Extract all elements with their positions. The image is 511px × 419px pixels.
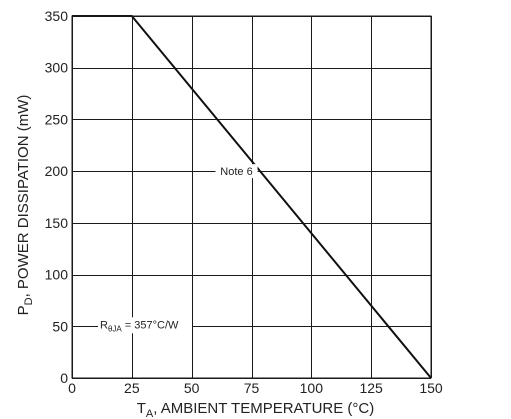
- annotation-note-6: Note 6: [131, 164, 258, 179]
- x-tick-label-150: 150: [419, 380, 443, 396]
- rthja-label-rest: = 357°C/W: [122, 319, 179, 331]
- y-tick-label-100: 100: [45, 267, 69, 283]
- x-tick-label-100: 100: [300, 380, 324, 396]
- x-tick-label-125: 125: [359, 380, 383, 396]
- rthja-label-main: R: [100, 319, 108, 331]
- x-tick-label-0: 0: [68, 380, 76, 396]
- y-axis-title-sub: D: [23, 297, 35, 305]
- y-axis-title-main: P: [15, 305, 32, 315]
- plot-frame: [71, 15, 432, 379]
- y-axis-title-rest: , POWER DISSIPATION (mW): [15, 95, 32, 298]
- x-tick-label-50: 50: [184, 380, 200, 396]
- x-axis-title-main: T: [137, 400, 146, 417]
- note-6-label: Note 6: [220, 166, 252, 178]
- x-tick-label-75: 75: [244, 380, 260, 396]
- x-axis-title-rest: , AMBIENT TEMPERATURE (°C): [153, 400, 374, 417]
- y-axis-title: PD, POWER DISSIPATION (mW): [15, 95, 35, 316]
- y-tick-label-200: 200: [45, 163, 69, 179]
- rthja-label-sub: θJA: [108, 324, 122, 333]
- x-tick-labels: 0 25 50 75 100 125 150: [68, 380, 443, 396]
- y-tick-label-150: 150: [45, 215, 69, 231]
- x-tick-label-25: 25: [124, 380, 140, 396]
- y-tick-labels: 0 50 100 150 200 250 300 350: [45, 8, 69, 386]
- y-tick-label-350: 350: [45, 8, 69, 24]
- x-axis-title-sub: A: [146, 408, 154, 419]
- y-tick-label-300: 300: [45, 60, 69, 76]
- y-tick-label-0: 0: [60, 370, 68, 386]
- annotation-rthja: RθJA = 357°C/W: [98, 317, 192, 334]
- rthja-background: [98, 317, 192, 334]
- y-tick-label-250: 250: [45, 111, 69, 127]
- y-tick-label-50: 50: [52, 318, 68, 334]
- rthja-label: RθJA = 357°C/W: [100, 319, 179, 333]
- note-6-background: [215, 164, 258, 179]
- x-axis-title: TA, AMBIENT TEMPERATURE (°C): [137, 400, 375, 419]
